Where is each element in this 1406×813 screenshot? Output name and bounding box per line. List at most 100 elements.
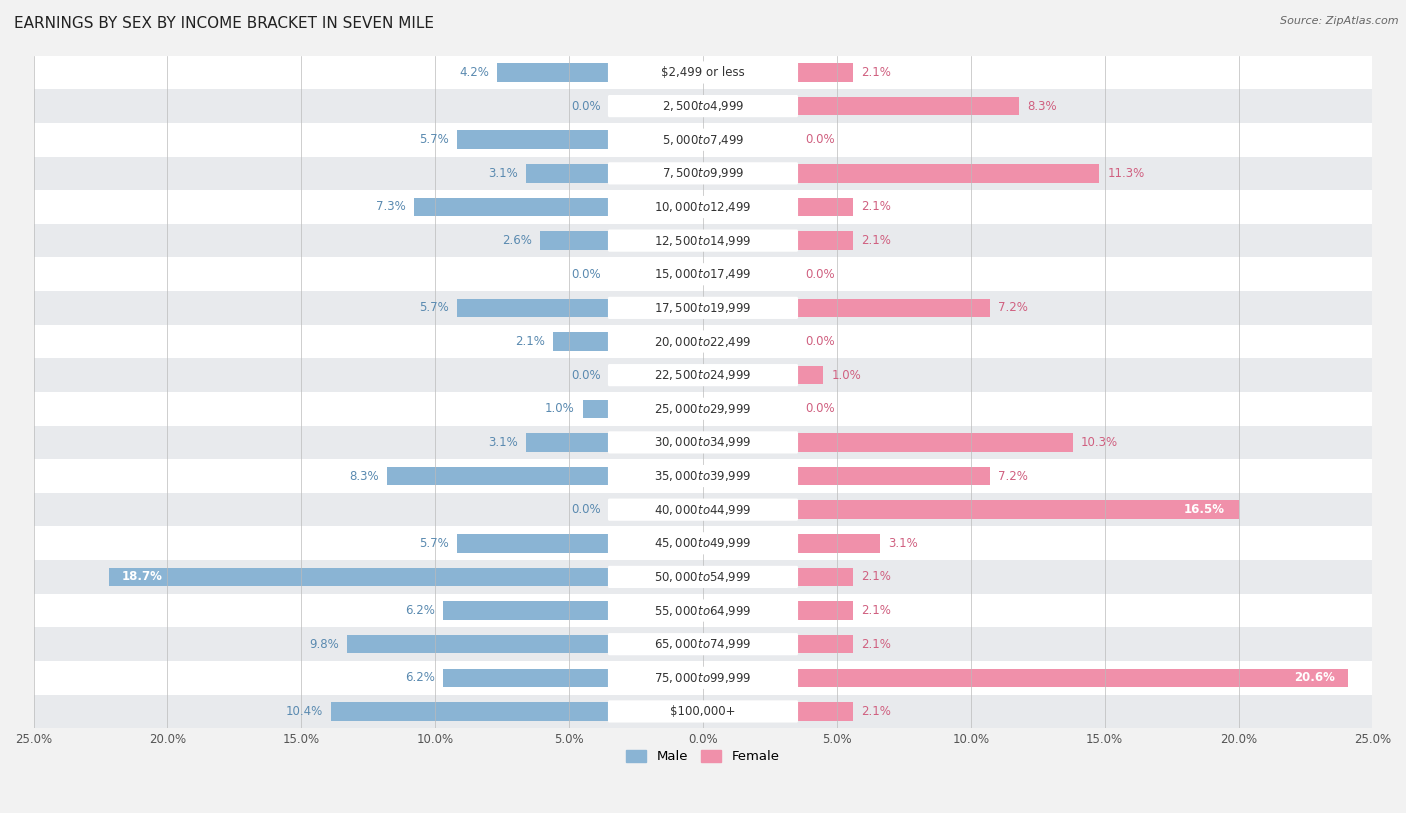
Text: $5,000 to $7,499: $5,000 to $7,499 [662,133,744,146]
Text: 2.1%: 2.1% [515,335,546,348]
Bar [108,567,609,586]
Bar [526,164,609,183]
Text: 2.1%: 2.1% [860,705,891,718]
Text: $17,500 to $19,999: $17,500 to $19,999 [654,301,752,315]
Text: 8.3%: 8.3% [1026,100,1057,112]
Text: 9.8%: 9.8% [309,637,339,650]
Text: $25,000 to $29,999: $25,000 to $29,999 [654,402,752,415]
Text: 5.7%: 5.7% [419,537,449,550]
Bar [34,324,1372,359]
FancyBboxPatch shape [607,364,799,386]
Text: $7,500 to $9,999: $7,500 to $9,999 [662,167,744,180]
Bar [797,164,1099,183]
Bar [457,298,609,317]
Text: 0.0%: 0.0% [572,368,602,381]
FancyBboxPatch shape [607,432,799,454]
Bar [34,593,1372,628]
Text: 0.0%: 0.0% [572,503,602,516]
Bar [34,190,1372,224]
FancyBboxPatch shape [607,533,799,554]
Bar [330,702,609,720]
Text: $10,000 to $12,499: $10,000 to $12,499 [654,200,752,214]
Text: $45,000 to $49,999: $45,000 to $49,999 [654,537,752,550]
FancyBboxPatch shape [607,599,799,622]
FancyBboxPatch shape [607,297,799,319]
Text: 2.1%: 2.1% [860,66,891,79]
Bar [797,467,990,485]
Bar [553,333,609,350]
Bar [797,232,853,250]
Bar [797,97,1019,115]
FancyBboxPatch shape [607,61,799,84]
Bar [34,392,1372,425]
Text: 0.0%: 0.0% [804,267,834,280]
Text: $2,500 to $4,999: $2,500 to $4,999 [662,99,744,113]
Text: Source: ZipAtlas.com: Source: ZipAtlas.com [1281,16,1399,26]
Bar [34,459,1372,493]
Bar [797,567,853,586]
Text: $2,499 or less: $2,499 or less [661,66,745,79]
Bar [797,602,853,620]
Text: $50,000 to $54,999: $50,000 to $54,999 [654,570,752,584]
Text: $15,000 to $17,499: $15,000 to $17,499 [654,267,752,281]
Text: EARNINGS BY SEX BY INCOME BRACKET IN SEVEN MILE: EARNINGS BY SEX BY INCOME BRACKET IN SEV… [14,16,434,31]
Bar [34,291,1372,324]
FancyBboxPatch shape [607,667,799,689]
FancyBboxPatch shape [607,330,799,353]
Text: 2.1%: 2.1% [860,201,891,214]
Bar [34,560,1372,593]
Text: 3.1%: 3.1% [887,537,918,550]
Text: $12,500 to $14,999: $12,500 to $14,999 [654,233,752,248]
FancyBboxPatch shape [607,633,799,655]
FancyBboxPatch shape [607,498,799,521]
Bar [34,123,1372,157]
Text: 3.1%: 3.1% [488,167,519,180]
Bar [797,366,824,385]
FancyBboxPatch shape [607,128,799,151]
Text: $55,000 to $64,999: $55,000 to $64,999 [654,603,752,618]
Bar [34,157,1372,190]
Text: 6.2%: 6.2% [405,604,436,617]
Text: $65,000 to $74,999: $65,000 to $74,999 [654,637,752,651]
Text: 20.6%: 20.6% [1294,672,1334,685]
Bar [34,425,1372,459]
FancyBboxPatch shape [607,398,799,420]
Text: 11.3%: 11.3% [1108,167,1144,180]
Text: 4.2%: 4.2% [458,66,489,79]
FancyBboxPatch shape [607,465,799,487]
Bar [34,89,1372,123]
Bar [797,501,1239,519]
Text: 2.1%: 2.1% [860,234,891,247]
Bar [34,694,1372,728]
Text: 1.0%: 1.0% [831,368,862,381]
Bar [34,224,1372,258]
Bar [387,467,609,485]
Bar [797,63,853,82]
Bar [34,359,1372,392]
Bar [797,668,1348,687]
Bar [457,534,609,553]
Bar [457,130,609,149]
Text: $75,000 to $99,999: $75,000 to $99,999 [654,671,752,685]
Text: $20,000 to $22,499: $20,000 to $22,499 [654,334,752,349]
Text: 7.3%: 7.3% [375,201,406,214]
Text: 2.1%: 2.1% [860,604,891,617]
FancyBboxPatch shape [607,95,799,117]
Legend: Male, Female: Male, Female [621,745,785,769]
Bar [797,635,853,654]
Text: 16.5%: 16.5% [1184,503,1225,516]
Bar [526,433,609,452]
Text: 6.2%: 6.2% [405,672,436,685]
Text: 5.7%: 5.7% [419,133,449,146]
Bar [34,527,1372,560]
Text: 8.3%: 8.3% [349,470,380,483]
Text: 2.1%: 2.1% [860,637,891,650]
Bar [797,534,880,553]
Bar [34,258,1372,291]
Text: 5.7%: 5.7% [419,302,449,315]
Text: $22,500 to $24,999: $22,500 to $24,999 [654,368,752,382]
Text: 0.0%: 0.0% [572,267,602,280]
Text: 0.0%: 0.0% [804,335,834,348]
Text: $40,000 to $44,999: $40,000 to $44,999 [654,502,752,516]
Text: 2.6%: 2.6% [502,234,531,247]
